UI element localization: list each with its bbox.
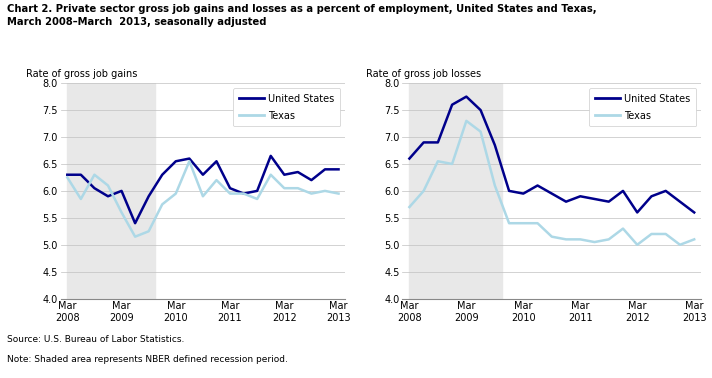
Text: Chart 2. Private sector gross job gains and losses as a percent of employment, U: Chart 2. Private sector gross job gains … [7, 4, 597, 27]
Text: Rate of gross job gains: Rate of gross job gains [26, 69, 137, 79]
Bar [68, 83, 155, 299]
Text: Rate of gross job losses: Rate of gross job losses [367, 69, 481, 79]
Legend: United States, Texas: United States, Texas [234, 88, 340, 127]
Bar [409, 83, 502, 299]
Legend: United States, Texas: United States, Texas [590, 88, 696, 127]
Text: Source: U.S. Bureau of Labor Statistics.: Source: U.S. Bureau of Labor Statistics. [7, 335, 184, 344]
Text: Note: Shaded area represents NBER defined recession period.: Note: Shaded area represents NBER define… [7, 355, 288, 364]
